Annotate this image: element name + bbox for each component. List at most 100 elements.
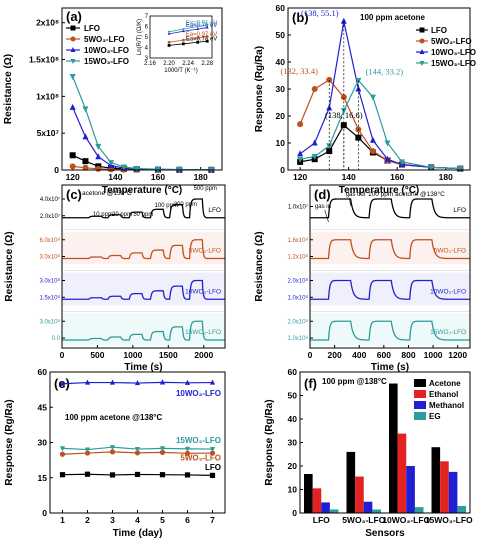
data-point: [59, 380, 66, 386]
x-tick-label: 160: [151, 172, 165, 182]
data-point: [297, 150, 304, 157]
x-tick-label: 120: [66, 172, 80, 182]
inset-line: [169, 24, 208, 33]
data-point: [120, 164, 127, 171]
panel-d: LFO 1.0x10⁷ 5WO₃-LFO 1.2x10⁸ 1.6x10⁸ 10WO₃-LF…: [254, 187, 470, 373]
data-point: [340, 94, 347, 101]
bar: [312, 488, 322, 513]
panel-a-frame: [61, 7, 223, 171]
y-tick-label: 0: [292, 508, 297, 518]
response-trace: [62, 198, 225, 219]
data-point: [326, 148, 333, 155]
data-point: [311, 154, 318, 160]
y-tick-label: 2.0x10⁸: [287, 318, 308, 325]
bar: [457, 505, 466, 513]
panel-b-label: (b): [292, 10, 309, 25]
panel-a: (a) 0 5x10⁷ 1x10⁸ 1.5x10⁸ 2x10⁸ 120 140 160 180 Te…: [3, 9, 217, 196]
data-point: [326, 104, 333, 111]
data-point: [82, 133, 89, 140]
panel-d-frame: [309, 184, 471, 349]
data-point: [159, 446, 166, 452]
trace-label: 10WO₃-LFO: [430, 288, 466, 295]
panel-f-title: 100 ppm @138°C: [322, 377, 387, 386]
x-tick-label: 160: [390, 172, 404, 182]
x-tick-label: 500: [90, 350, 104, 360]
data-point: [134, 471, 141, 478]
x-tick-label: 1000: [424, 350, 443, 360]
inset-point: [196, 27, 200, 31]
legend-swatch: [414, 412, 426, 420]
y-tick-label: 30: [38, 438, 48, 448]
data-point: [297, 156, 304, 163]
gas-in-arrow: [324, 209, 329, 223]
inset-y-tick: 4: [145, 46, 149, 52]
y-tick-label: 1.0x10⁸: [287, 335, 308, 342]
data-point: [340, 17, 347, 24]
x-tick-label: 15WO₃-LFO: [425, 515, 473, 525]
y-tick-label: 20: [288, 461, 298, 471]
gas-out-label: gas out: [346, 192, 366, 198]
series-label: 10WO₃-LFO: [176, 389, 221, 398]
series-line: [300, 124, 461, 170]
y-tick-label: 1.5x10⁸: [29, 55, 59, 65]
concentration-label: 10 ppm: [93, 212, 113, 218]
data-point: [209, 379, 216, 385]
x-tick-label: 400: [352, 350, 366, 360]
inset-point: [167, 30, 171, 34]
response-trace: [62, 239, 225, 260]
data-point: [59, 451, 66, 457]
inset-x-tick: 2.28: [201, 61, 213, 67]
x-tick-label: 0: [60, 350, 65, 360]
y-tick-label: 15: [38, 473, 48, 483]
bar: [355, 476, 364, 513]
legend-marker: [419, 49, 425, 54]
trace-label: 15WO₃-LFO: [185, 329, 221, 336]
y-tick-label: 10: [288, 485, 298, 495]
legend-swatch: [414, 379, 426, 387]
data-point: [184, 446, 191, 452]
data-point: [184, 450, 191, 456]
data-point: [84, 379, 91, 385]
bar: [431, 447, 441, 513]
trace-label: 10WO₃-LFO: [185, 288, 221, 295]
data-point: [340, 122, 347, 129]
response-trace: [310, 279, 470, 300]
x-axis-label: Time (day): [113, 528, 163, 539]
data-point: [82, 158, 89, 165]
concentration-label: 500 ppm: [194, 186, 217, 192]
y-tick-label: 60: [276, 3, 286, 13]
data-point: [109, 449, 116, 455]
y-tick-label: 6.0x10⁸: [39, 237, 60, 244]
y-axis-label: Response (Rg/Ra): [264, 399, 275, 485]
series-line: [299, 79, 461, 170]
x-tick-label: 180: [439, 172, 453, 182]
peak-annotation: (138, 16.6): [325, 110, 363, 120]
response-trace: [62, 320, 225, 341]
bar: [372, 509, 381, 513]
data-point: [311, 86, 318, 92]
inset-point: [167, 40, 171, 44]
legend-marker: [419, 61, 425, 66]
x-axis-label: Temperature (°C): [102, 185, 183, 196]
inset-point: [196, 40, 200, 44]
panel-e-frame: [49, 371, 226, 514]
y-tick-label: 40: [276, 57, 286, 67]
x-tick-label: 5: [160, 515, 165, 525]
data-point: [457, 166, 464, 173]
y-tick-label: 1.5x10⁸: [39, 294, 60, 301]
trace-band: [310, 231, 470, 265]
x-tick-label: 200: [328, 350, 342, 360]
bar: [440, 461, 449, 513]
data-point: [69, 163, 76, 170]
legend-label: LFO: [431, 26, 447, 35]
legend-label: Methanol: [429, 401, 464, 410]
bar: [363, 501, 373, 513]
legend-marker: [419, 38, 425, 44]
legend-marker: [70, 36, 76, 42]
inset-ea-label: Ea=0.78 eV: [186, 36, 218, 42]
series-line: [72, 107, 212, 171]
inset-line: [169, 36, 208, 43]
data-point: [384, 155, 391, 162]
series-line: [72, 76, 212, 171]
